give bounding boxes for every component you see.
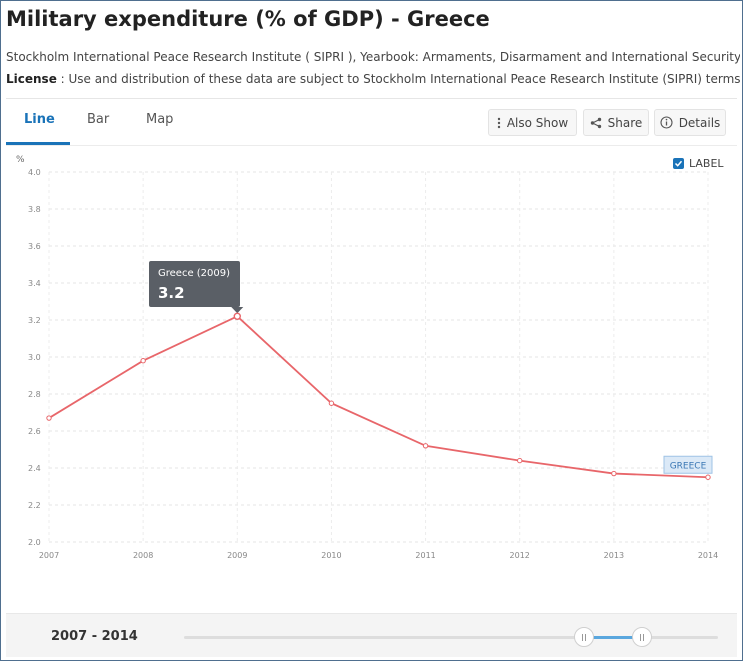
data-point: [328, 400, 335, 406]
tab-line[interactable]: Line: [24, 112, 55, 127]
label-toggle[interactable]: LABEL: [673, 157, 724, 170]
x-tick-label: 2007: [39, 551, 59, 560]
chart-tabs: Line Bar Map Also Show Share Details: [6, 99, 737, 146]
tab-map[interactable]: Map: [146, 112, 174, 127]
y-tick-label: 3.4: [28, 279, 41, 288]
license-label: License: [6, 72, 57, 86]
share-icon: [590, 117, 601, 128]
y-tick-label: 3.2: [28, 316, 41, 325]
also-show-label: Also Show: [506, 115, 569, 130]
data-point: [611, 470, 617, 477]
range-slider-track[interactable]: [184, 636, 718, 639]
y-tick-label: 3.0: [28, 353, 41, 362]
line-chart: 2.0 2.2 2.4 2.6 2.8 3.0 3.2 3.4 3.6 3.8 4.0% 2007 20…: [16, 155, 718, 560]
y-tick-label: 2.0: [28, 538, 41, 547]
chart-panel: Line Bar Map Also Show Share Details: [6, 98, 737, 655]
highlighted-point: [233, 312, 241, 320]
data-point: [46, 415, 52, 421]
year-range-label: 2007 - 2014: [51, 629, 138, 644]
share-button[interactable]: Share: [583, 109, 649, 136]
data-point: [517, 457, 523, 464]
info-icon: [660, 116, 673, 129]
x-tick-label: 2011: [415, 551, 435, 560]
share-label: Share: [607, 115, 643, 130]
series-line-greece: [48, 315, 709, 479]
range-slider-end-handle[interactable]: [632, 627, 652, 647]
check-icon: [674, 160, 683, 167]
label-checkbox[interactable]: [673, 158, 684, 169]
tooltip-value: 3.2: [158, 284, 185, 302]
y-tick-label: 2.2: [28, 501, 41, 510]
active-tab-indicator: [6, 142, 70, 145]
x-tick-label: 2013: [604, 551, 624, 560]
y-tick-label: 3.8: [28, 205, 41, 214]
license-body: : Use and distribution of these data are…: [56, 72, 740, 86]
y-axis-label: %: [16, 155, 25, 165]
tooltip-box: [149, 261, 240, 307]
y-tick-label: 2.6: [28, 427, 41, 436]
tooltip-pointer: [231, 307, 244, 314]
series-end-label-box: [663, 455, 713, 474]
x-tick-label: 2012: [510, 551, 530, 560]
details-label: Details: [678, 115, 721, 130]
y-tick-label: 2.4: [28, 464, 41, 473]
range-footer: 2007 - 2014: [6, 613, 737, 657]
data-point: [422, 443, 429, 449]
y-tick-label: 3.6: [28, 242, 41, 251]
page-title: Military expenditure (% of GDP) - Greece: [6, 7, 490, 31]
license-text: License : Use and distribution of these …: [6, 72, 740, 86]
x-tick-label: 2008: [133, 551, 153, 560]
also-show-button[interactable]: Also Show: [488, 109, 577, 136]
x-tick-label: 2009: [227, 551, 247, 560]
x-tick-label: 2014: [698, 551, 718, 560]
label-toggle-text: LABEL: [689, 157, 724, 170]
data-point: [140, 358, 146, 364]
tooltip-title: Greece (2009): [158, 268, 230, 279]
series-end-label: GREECE: [670, 461, 707, 471]
source-text: Stockholm International Peace Research I…: [6, 50, 740, 64]
y-tick-label: 4.0: [28, 168, 41, 177]
range-slider-start-handle[interactable]: [574, 627, 594, 647]
data-point: [705, 474, 711, 480]
details-button[interactable]: Details: [654, 109, 726, 136]
more-vertical-icon: [497, 117, 501, 128]
tabs-divider: [6, 145, 737, 146]
y-tick-label: 2.8: [28, 390, 41, 399]
range-slider-selection: [584, 636, 642, 639]
tab-bar[interactable]: Bar: [87, 112, 110, 127]
x-tick-label: 2010: [321, 551, 341, 560]
